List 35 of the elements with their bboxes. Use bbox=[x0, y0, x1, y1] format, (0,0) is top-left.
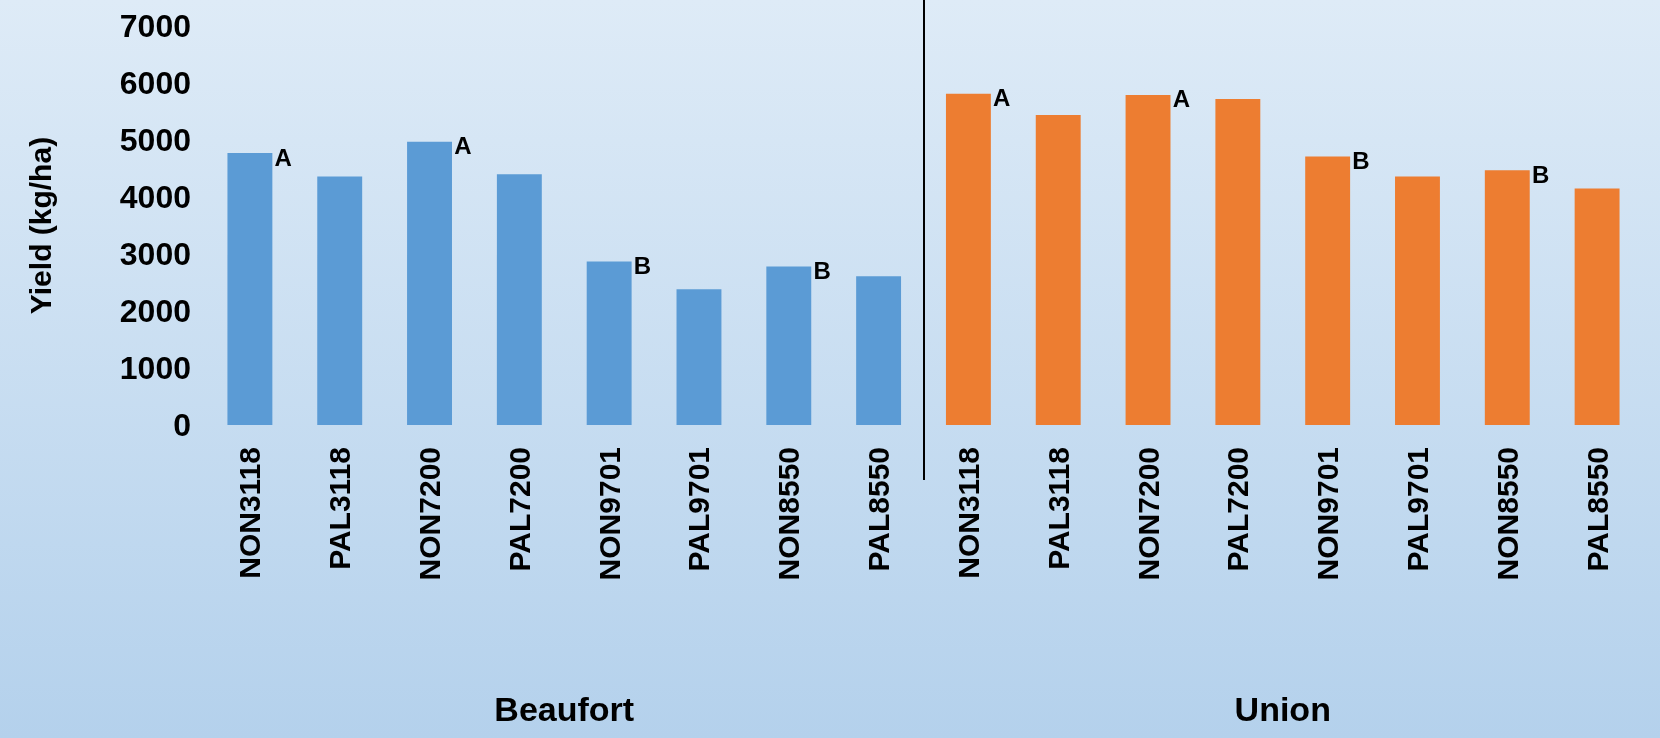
x-tick-label: PAL3118 bbox=[323, 447, 357, 570]
y-axis-title: Yield (kg/ha) bbox=[23, 136, 57, 315]
y-tick-label: 4000 bbox=[119, 179, 191, 215]
y-tick-label: 5000 bbox=[119, 122, 191, 158]
x-tick-label: PAL7200 bbox=[502, 447, 536, 572]
text: Beaufort bbox=[494, 690, 635, 729]
x-tick-label: NON7200 bbox=[1131, 447, 1165, 581]
y-tick-label: 7000 bbox=[119, 8, 191, 44]
x-tick-label: PAL3118 bbox=[1041, 447, 1075, 570]
data-label: A bbox=[454, 132, 472, 160]
data-label: B bbox=[633, 251, 652, 279]
y-tick-label: 6000 bbox=[119, 65, 191, 101]
x-tick-label: NON9701 bbox=[592, 447, 626, 581]
data-label: A bbox=[1172, 85, 1191, 113]
x-tick-label: PAL7200 bbox=[1221, 447, 1255, 572]
x-tick-label: PAL9701 bbox=[1400, 447, 1434, 572]
y-tick-label: 2000 bbox=[119, 293, 191, 329]
x-tick-label: NON8550 bbox=[1490, 447, 1524, 581]
x-tick-label: NON3118 bbox=[233, 447, 267, 579]
x-tick-label: NON7200 bbox=[413, 447, 447, 581]
data-label: A bbox=[274, 143, 292, 171]
data-label: B bbox=[1531, 160, 1550, 188]
data-label: B bbox=[1352, 147, 1370, 175]
x-tick-label: PAL9701 bbox=[682, 447, 716, 572]
y-tick-label: 0 bbox=[173, 407, 191, 443]
x-tick-label: NON3118 bbox=[951, 447, 985, 579]
data-label: A bbox=[993, 84, 1011, 112]
x-tick-label: NON9701 bbox=[1311, 447, 1345, 581]
text: Union bbox=[1234, 690, 1331, 729]
x-tick-label: PAL8550 bbox=[1580, 447, 1614, 572]
y-tick-label: 3000 bbox=[119, 236, 191, 272]
x-tick-label: NON8550 bbox=[772, 447, 806, 581]
data-label: B bbox=[813, 257, 831, 285]
y-tick-label: 1000 bbox=[119, 350, 191, 386]
x-tick-label: PAL8550 bbox=[862, 447, 896, 572]
